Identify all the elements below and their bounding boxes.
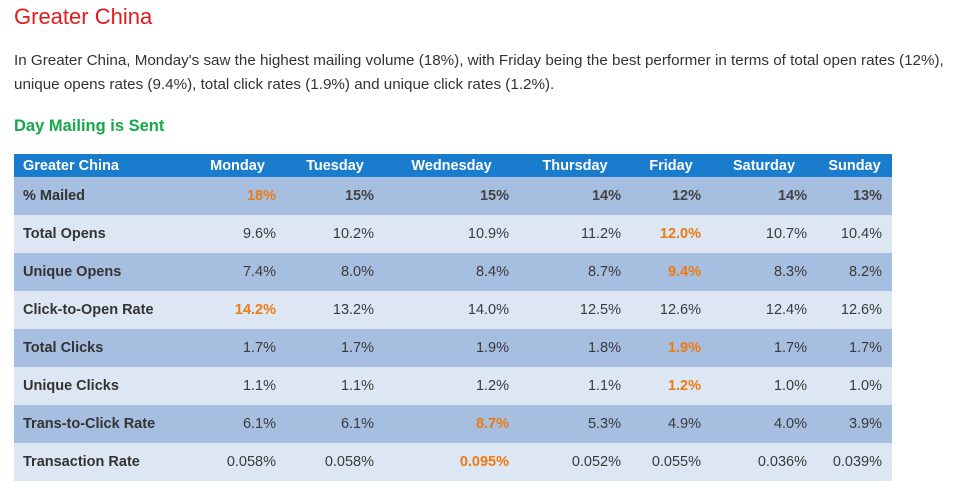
table-cell: 12.0% — [631, 215, 711, 253]
table-cell: 1.1% — [286, 367, 384, 405]
table-cell: 10.7% — [711, 215, 817, 253]
table-cell: 0.036% — [711, 443, 817, 481]
table-cell: 1.7% — [711, 329, 817, 367]
table-cell: 8.7% — [384, 405, 519, 443]
table-cell: 12.6% — [817, 291, 892, 329]
table-cell: 3.9% — [817, 405, 892, 443]
table-cell: 8.3% — [711, 253, 817, 291]
table-cell: 10.9% — [384, 215, 519, 253]
table-cell: 1.2% — [631, 367, 711, 405]
table-row: Unique Clicks 1.1% 1.1% 1.2% 1.1% 1.2% 1… — [14, 367, 892, 405]
table-cell: 11.2% — [519, 215, 631, 253]
table-cell: 1.7% — [286, 329, 384, 367]
table-cell: 12.4% — [711, 291, 817, 329]
header-sunday: Sunday — [817, 154, 892, 177]
table-cell: 14% — [711, 177, 817, 215]
table-cell: 6.1% — [189, 405, 286, 443]
table-cell: 14.0% — [384, 291, 519, 329]
table-cell: 0.058% — [286, 443, 384, 481]
table-cell: 8.7% — [519, 253, 631, 291]
table-cell: 1.1% — [189, 367, 286, 405]
table-cell: 4.0% — [711, 405, 817, 443]
table-cell: 13.2% — [286, 291, 384, 329]
row-label: Total Opens — [14, 215, 189, 253]
table-cell: 12.5% — [519, 291, 631, 329]
table-cell: 0.058% — [189, 443, 286, 481]
table-row: % Mailed 18% 15% 15% 14% 12% 14% 13% — [14, 177, 892, 215]
row-label: Total Clicks — [14, 329, 189, 367]
table-cell: 18% — [189, 177, 286, 215]
table-row: Total Opens 9.6% 10.2% 10.9% 11.2% 12.0%… — [14, 215, 892, 253]
table-cell: 7.4% — [189, 253, 286, 291]
table-cell: 0.095% — [384, 443, 519, 481]
table-row: Transaction Rate 0.058% 0.058% 0.095% 0.… — [14, 443, 892, 481]
section-subtitle: Day Mailing is Sent — [14, 117, 165, 135]
row-label: Transaction Rate — [14, 443, 189, 481]
row-label: Unique Opens — [14, 253, 189, 291]
table-cell: 10.2% — [286, 215, 384, 253]
table-cell: 1.7% — [189, 329, 286, 367]
table-cell: 14% — [519, 177, 631, 215]
table-cell: 0.052% — [519, 443, 631, 481]
table-row: Total Clicks 1.7% 1.7% 1.9% 1.8% 1.9% 1.… — [14, 329, 892, 367]
table-cell: 1.8% — [519, 329, 631, 367]
table-cell: 10.4% — [817, 215, 892, 253]
table-cell: 1.9% — [384, 329, 519, 367]
header-wednesday: Wednesday — [384, 154, 519, 177]
row-label: Click-to-Open Rate — [14, 291, 189, 329]
table-cell: 9.6% — [189, 215, 286, 253]
table-cell: 15% — [286, 177, 384, 215]
header-thursday: Thursday — [519, 154, 631, 177]
table-cell: 14.2% — [189, 291, 286, 329]
table-cell: 1.0% — [817, 367, 892, 405]
mailing-day-table: Greater China Monday Tuesday Wednesday T… — [14, 154, 892, 481]
table-cell: 4.9% — [631, 405, 711, 443]
table-row: Unique Opens 7.4% 8.0% 8.4% 8.7% 9.4% 8.… — [14, 253, 892, 291]
header-tuesday: Tuesday — [286, 154, 384, 177]
table-header-row: Greater China Monday Tuesday Wednesday T… — [14, 154, 892, 177]
table-cell: 8.0% — [286, 253, 384, 291]
row-label: Trans-to-Click Rate — [14, 405, 189, 443]
table-cell: 15% — [384, 177, 519, 215]
table-cell: 1.1% — [519, 367, 631, 405]
table-cell: 12.6% — [631, 291, 711, 329]
header-friday: Friday — [631, 154, 711, 177]
table-cell: 0.055% — [631, 443, 711, 481]
header-region: Greater China — [14, 154, 189, 177]
table-cell: 8.4% — [384, 253, 519, 291]
table-cell: 1.0% — [711, 367, 817, 405]
table-cell: 12% — [631, 177, 711, 215]
table-cell: 8.2% — [817, 253, 892, 291]
table-cell: 6.1% — [286, 405, 384, 443]
table-row: Trans-to-Click Rate 6.1% 6.1% 8.7% 5.3% … — [14, 405, 892, 443]
table-row: Click-to-Open Rate 14.2% 13.2% 14.0% 12.… — [14, 291, 892, 329]
table-cell: 1.9% — [631, 329, 711, 367]
row-label: % Mailed — [14, 177, 189, 215]
table-cell: 0.039% — [817, 443, 892, 481]
header-monday: Monday — [189, 154, 286, 177]
table-cell: 1.7% — [817, 329, 892, 367]
table-cell: 5.3% — [519, 405, 631, 443]
table-cell: 13% — [817, 177, 892, 215]
table-cell: 1.2% — [384, 367, 519, 405]
table-cell: 9.4% — [631, 253, 711, 291]
page-title: Greater China — [14, 4, 153, 29]
header-saturday: Saturday — [711, 154, 817, 177]
intro-paragraph: In Greater China, Monday's saw the highe… — [14, 52, 944, 93]
row-label: Unique Clicks — [14, 367, 189, 405]
